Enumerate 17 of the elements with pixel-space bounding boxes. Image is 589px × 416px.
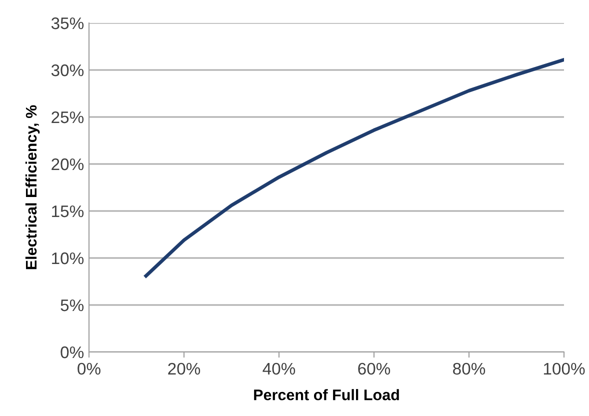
y-tick-label: 25%	[52, 111, 84, 124]
x-axis-title: Percent of Full Load	[254, 389, 399, 400]
x-tick-label: 100%	[544, 362, 585, 375]
x-tick-label: 60%	[358, 362, 390, 375]
y-tick-label: 20%	[52, 158, 84, 170]
y-axis-title: Electrical Efficiency, %	[25, 105, 40, 270]
y-tick-label: 0%	[60, 346, 84, 358]
x-tick-label: 20%	[168, 362, 200, 375]
y-tick-label: 15%	[52, 205, 84, 218]
y-tick-label: 5%	[60, 299, 84, 312]
y-tick-label: 35%	[51, 17, 84, 30]
line-series	[144, 58, 564, 278]
y-tick-label: 30%	[51, 64, 84, 76]
x-tick-label: 0%	[78, 362, 100, 375]
x-tick-label: 40%	[262, 362, 296, 375]
y-tick-label: 10%	[52, 252, 84, 264]
x-tick-label: 80%	[453, 362, 486, 375]
